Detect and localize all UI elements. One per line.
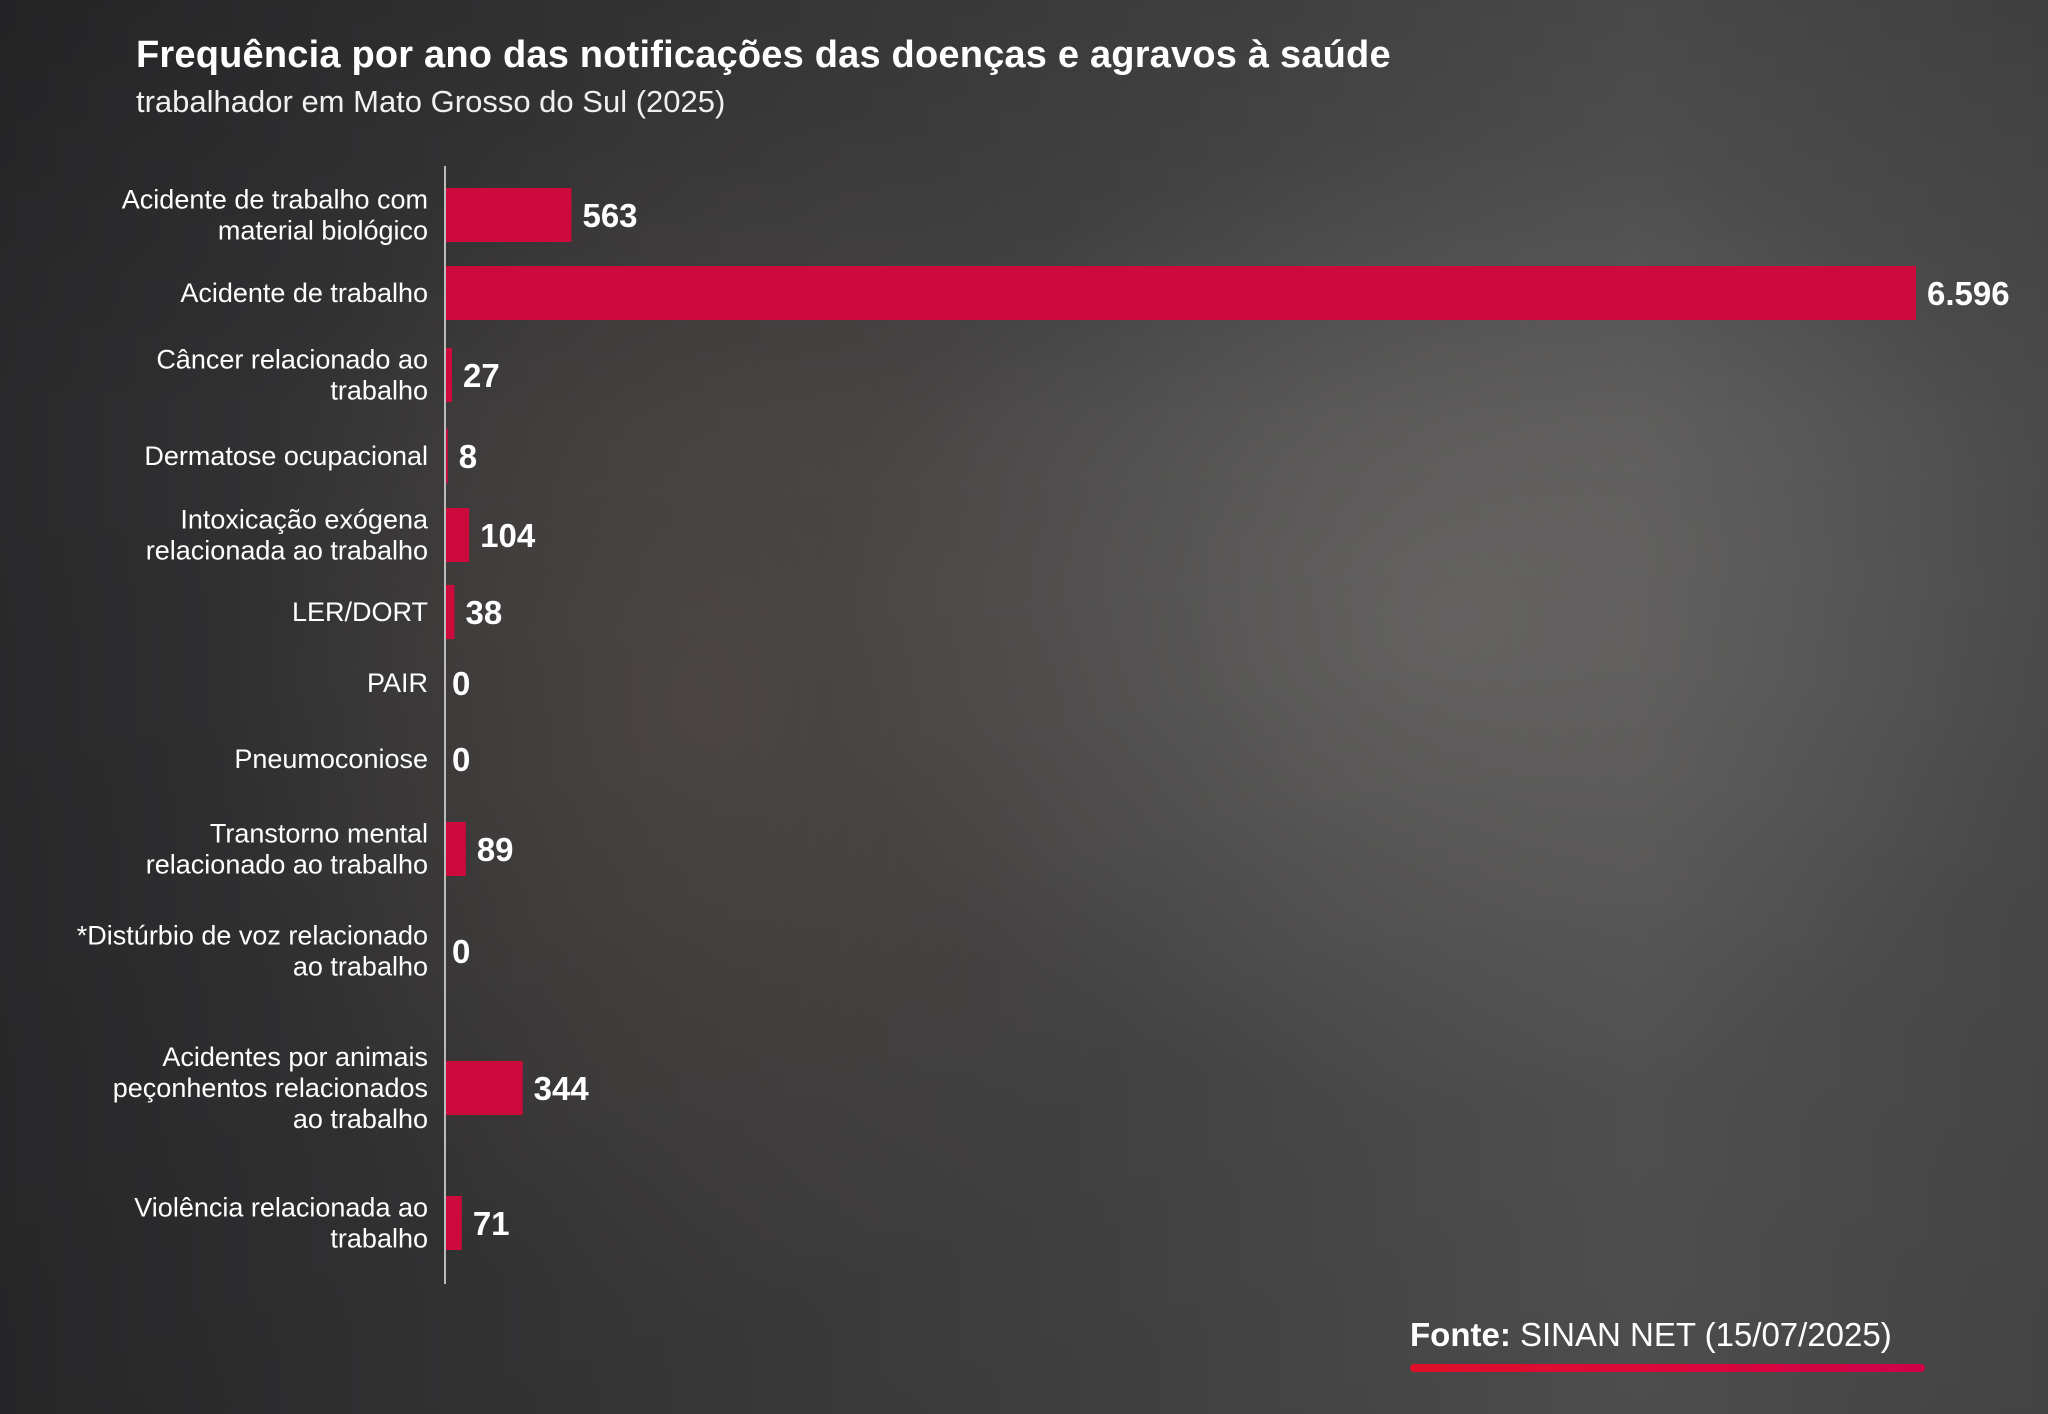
category-label-line: peçonhentos relacionados (113, 1073, 428, 1103)
category-label: LER/DORT (292, 597, 428, 627)
bar-value-label: 38 (465, 594, 502, 631)
category-label: Acidentes por animais peçonhentos relacio… (113, 1042, 428, 1134)
source-note: Fonte: SINAN NET (15/07/2025) (1410, 1316, 1892, 1354)
bar (446, 1061, 523, 1115)
category-label-line: Acidente de trabalho (180, 278, 428, 308)
category-label-line: ao trabalho (293, 952, 428, 982)
category-label: Câncer relacionado ao trabalho (156, 345, 428, 406)
category-label: Intoxicação exógena relacionada ao trabal… (146, 505, 429, 566)
bar-value-label: 27 (463, 357, 500, 394)
source-text: SINAN NET (15/07/2025) (1510, 1316, 1892, 1353)
category-label-line: Dermatose ocupacional (144, 441, 428, 471)
bar (446, 348, 453, 402)
chart-title: Frequência por ano das notificações das … (136, 34, 1391, 76)
bar-value-label: 6.596 (1927, 275, 2010, 312)
category-label-line: material biológico (218, 216, 428, 246)
bar-value-label: 89 (477, 831, 514, 868)
category-label-line: Câncer relacionado ao (156, 345, 428, 375)
category-label: PAIR (367, 668, 428, 698)
bar-value-label: 0 (452, 741, 470, 778)
category-label-line: Acidentes por animais (162, 1042, 428, 1072)
category-label-line: Violência relacionada ao (134, 1193, 428, 1223)
bar (446, 508, 470, 562)
category-label: Violência relacionada ao trabalho (134, 1193, 428, 1254)
category-label-line: *Distúrbio de voz relacionado (77, 921, 428, 951)
category-label: Acidente de trabalho com material biológi… (122, 185, 428, 246)
bar (446, 1196, 462, 1250)
bar-value-label: 0 (452, 933, 470, 970)
bar-value-label: 104 (480, 517, 536, 554)
category-label-line: PAIR (367, 668, 428, 698)
category-label-line: Acidente de trabalho com (122, 185, 428, 215)
bar (446, 188, 572, 242)
category-label-line: relacionada ao trabalho (146, 536, 428, 566)
chart-subtitle: trabalhador em Mato Grosso do Sul (2025) (136, 84, 726, 119)
category-label: Transtorno mental relacionado ao trabalho (146, 819, 428, 880)
bar-value-label: 344 (534, 1070, 590, 1107)
bar-value-label: 563 (582, 197, 637, 234)
category-label-line: ao trabalho (293, 1104, 428, 1134)
category-label-line: trabalho (330, 376, 428, 406)
bar-value-label: 71 (473, 1205, 510, 1242)
category-label: Pneumoconiose (234, 744, 428, 774)
category-label-line: trabalho (330, 1224, 428, 1254)
bar (446, 429, 448, 483)
category-label-line: relacionado ao trabalho (146, 850, 428, 880)
category-label: *Distúrbio de voz relacionado ao trabalho (77, 921, 428, 982)
bar-value-label: 8 (459, 438, 477, 475)
bar (446, 822, 466, 876)
source-underline (1410, 1364, 1925, 1372)
bar (446, 266, 1916, 320)
bar-value-label: 0 (452, 665, 470, 702)
category-label-line: Pneumoconiose (234, 744, 428, 774)
category-label-line: LER/DORT (292, 597, 428, 627)
category-label-line: Intoxicação exógena (180, 505, 429, 535)
bar (446, 585, 455, 639)
source-prefix: Fonte: (1410, 1316, 1511, 1353)
category-label-line: Transtorno mental (210, 819, 428, 849)
category-label: Dermatose ocupacional (144, 441, 428, 471)
category-label: Acidente de trabalho (180, 278, 428, 308)
